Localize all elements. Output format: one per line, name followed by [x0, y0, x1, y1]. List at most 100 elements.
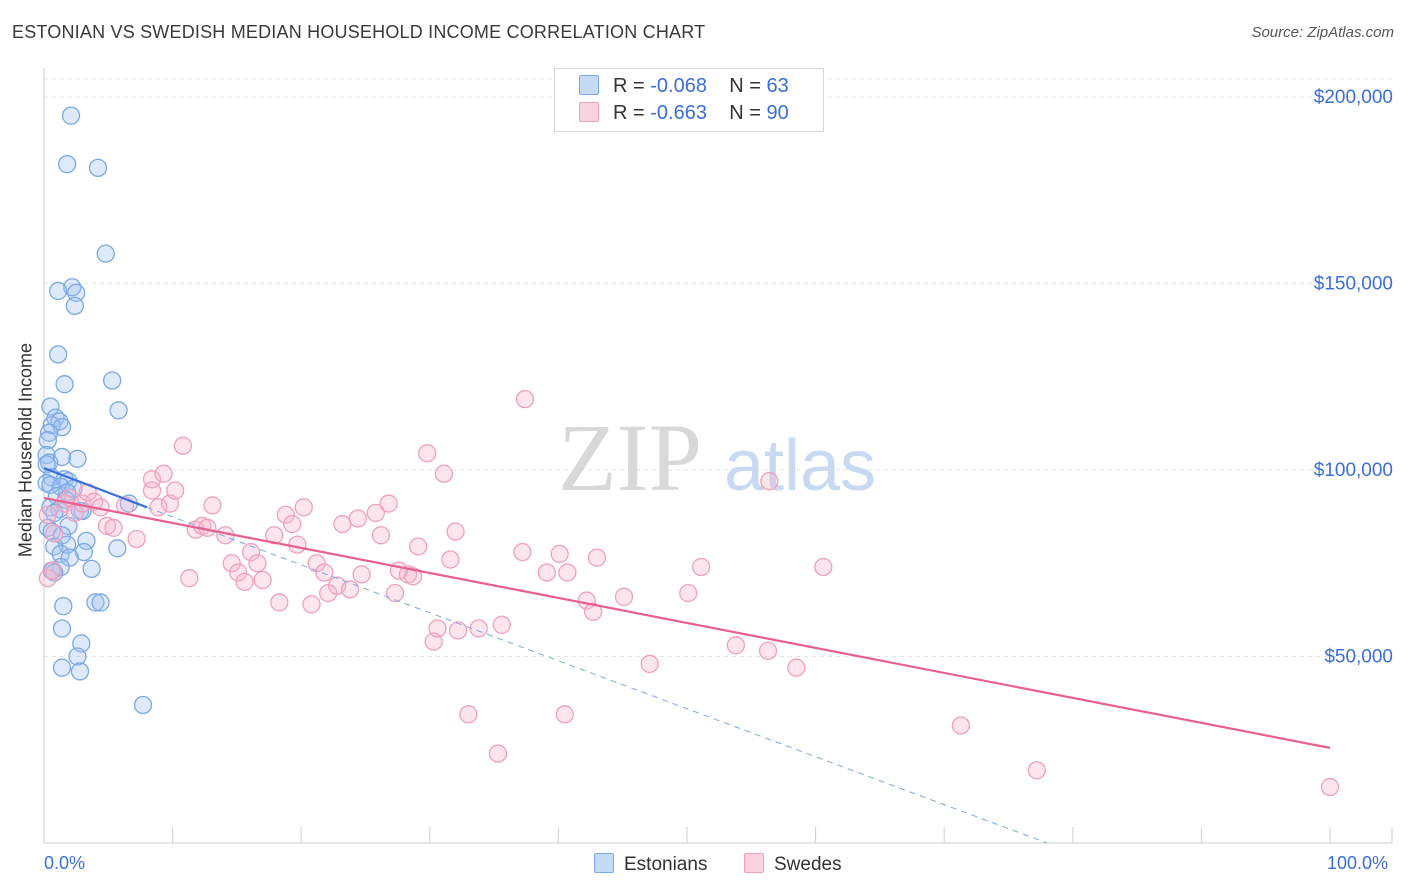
legend-r-value: -0.663: [650, 102, 707, 124]
data-point-swedes: [149, 498, 168, 517]
bottom-legend-swatch-swedes: [744, 853, 764, 873]
legend-n-value: 90: [766, 102, 789, 124]
data-point-swedes: [951, 716, 971, 735]
data-point-swedes: [558, 563, 577, 582]
data-point-swedes: [43, 561, 63, 580]
data-point-estonians: [109, 401, 128, 420]
data-point-swedes: [418, 444, 437, 463]
chart-title: ESTONIAN VS SWEDISH MEDIAN HOUSEHOLD INC…: [12, 22, 706, 42]
legend-n-label: N =: [729, 102, 767, 124]
legend-n-label: N =: [729, 75, 767, 97]
bottom-legend-estonians: Estonians: [594, 853, 707, 876]
data-point-swedes: [180, 569, 199, 588]
y-tick-label: $200,000: [1314, 87, 1393, 108]
data-point-swedes: [38, 505, 58, 524]
y-axis-label: Median Household Income: [15, 342, 36, 558]
data-point-swedes: [434, 464, 454, 483]
data-point-swedes: [229, 563, 248, 582]
data-point-estonians: [45, 537, 64, 556]
y-tick-label: $100,000: [1314, 460, 1393, 481]
data-point-swedes: [127, 529, 146, 549]
data-point-swedes: [371, 526, 391, 545]
data-point-swedes: [385, 583, 405, 603]
data-point-swedes: [446, 522, 465, 541]
data-point-swedes: [587, 548, 607, 567]
data-point-swedes: [97, 516, 117, 536]
data-point-estonians: [133, 695, 153, 715]
data-point-swedes: [348, 509, 367, 528]
x-tick-label-min: 0.0%: [44, 853, 86, 873]
data-point-swedes: [403, 567, 423, 586]
bottom-legend-swedes: Swedes: [744, 853, 842, 876]
data-point-swedes: [276, 505, 295, 524]
data-point-swedes: [488, 744, 508, 763]
data-point-swedes: [340, 580, 360, 599]
data-point-swedes: [222, 554, 241, 573]
y-axis-label-wrap: Median Household Income: [6, 300, 46, 600]
data-point-swedes: [333, 514, 352, 534]
watermark-zip: ZIP: [558, 404, 702, 511]
data-point-estonians: [103, 371, 122, 390]
data-point-estonians: [51, 544, 70, 564]
source-label: Source: ZipAtlas.com: [1251, 24, 1394, 41]
data-point-swedes: [302, 595, 321, 614]
data-point-estonians: [91, 593, 110, 612]
y-tick-label: $150,000: [1314, 274, 1393, 295]
data-point-swedes: [379, 494, 398, 513]
data-point-swedes: [235, 572, 254, 592]
data-point-estonians: [52, 658, 72, 677]
data-point-swedes: [45, 524, 64, 543]
legend-swatch-swedes: [579, 102, 599, 122]
axes: [43, 68, 1393, 844]
data-point-swedes: [515, 389, 535, 409]
data-point-estonians: [96, 244, 115, 263]
data-point-swedes: [253, 570, 272, 590]
data-point-estonians: [41, 397, 60, 416]
legend-row-estonians: R = -0.068 N = 63: [579, 75, 789, 98]
stats-legend: R = -0.068 N = 63 R = -0.663 N = 90: [554, 68, 824, 132]
data-point-estonians: [38, 431, 58, 450]
data-point-estonians: [68, 449, 87, 468]
data-point-estonians: [88, 158, 108, 178]
data-point-swedes: [142, 470, 162, 489]
data-point-swedes: [537, 563, 556, 582]
data-point-estonians: [68, 647, 87, 666]
data-point-swedes: [441, 550, 460, 569]
data-point-swedes: [203, 496, 222, 515]
trend-line-estonians: [43, 467, 148, 509]
watermark-atlas: atlas: [724, 426, 876, 506]
data-point-swedes: [1027, 761, 1046, 780]
data-point-swedes: [248, 554, 267, 573]
data-point-swedes: [173, 436, 193, 455]
legend-swatch-estonians: [579, 75, 599, 95]
data-point-estonians: [86, 593, 105, 612]
legend-r-label: R =: [613, 102, 651, 124]
data-point-estonians: [65, 296, 85, 316]
data-point-estonians: [54, 596, 73, 616]
legend-n-value: 63: [766, 75, 789, 97]
data-point-estonians: [52, 619, 72, 638]
data-point-swedes: [814, 557, 833, 577]
bottom-legend-label-swedes: Swedes: [774, 854, 842, 875]
data-point-swedes: [760, 472, 779, 491]
data-point-swedes: [283, 514, 302, 534]
legend-row-swedes: R = -0.663 N = 90: [579, 102, 789, 125]
data-point-estonians: [57, 154, 77, 174]
data-point-swedes: [550, 544, 569, 564]
data-point-swedes: [614, 587, 634, 606]
data-point-swedes: [315, 563, 334, 582]
series-swedes: [38, 389, 1340, 797]
data-point-estonians: [61, 106, 81, 125]
bottom-legend-label-estonians: Estonians: [624, 854, 708, 875]
data-point-swedes: [409, 537, 428, 556]
data-point-swedes: [679, 583, 698, 603]
trend-lines: [43, 467, 1331, 844]
y-tick-labels: $50,000 $100,000 $150,000 $200,000: [1314, 87, 1393, 668]
data-point-swedes: [583, 602, 603, 621]
data-point-swedes: [758, 641, 778, 661]
series-estonians: [37, 106, 153, 715]
data-point-swedes: [1320, 777, 1340, 797]
data-point-estonians: [82, 559, 101, 578]
data-point-swedes: [787, 658, 806, 677]
bottom-legend-swatch-estonians: [594, 853, 614, 873]
